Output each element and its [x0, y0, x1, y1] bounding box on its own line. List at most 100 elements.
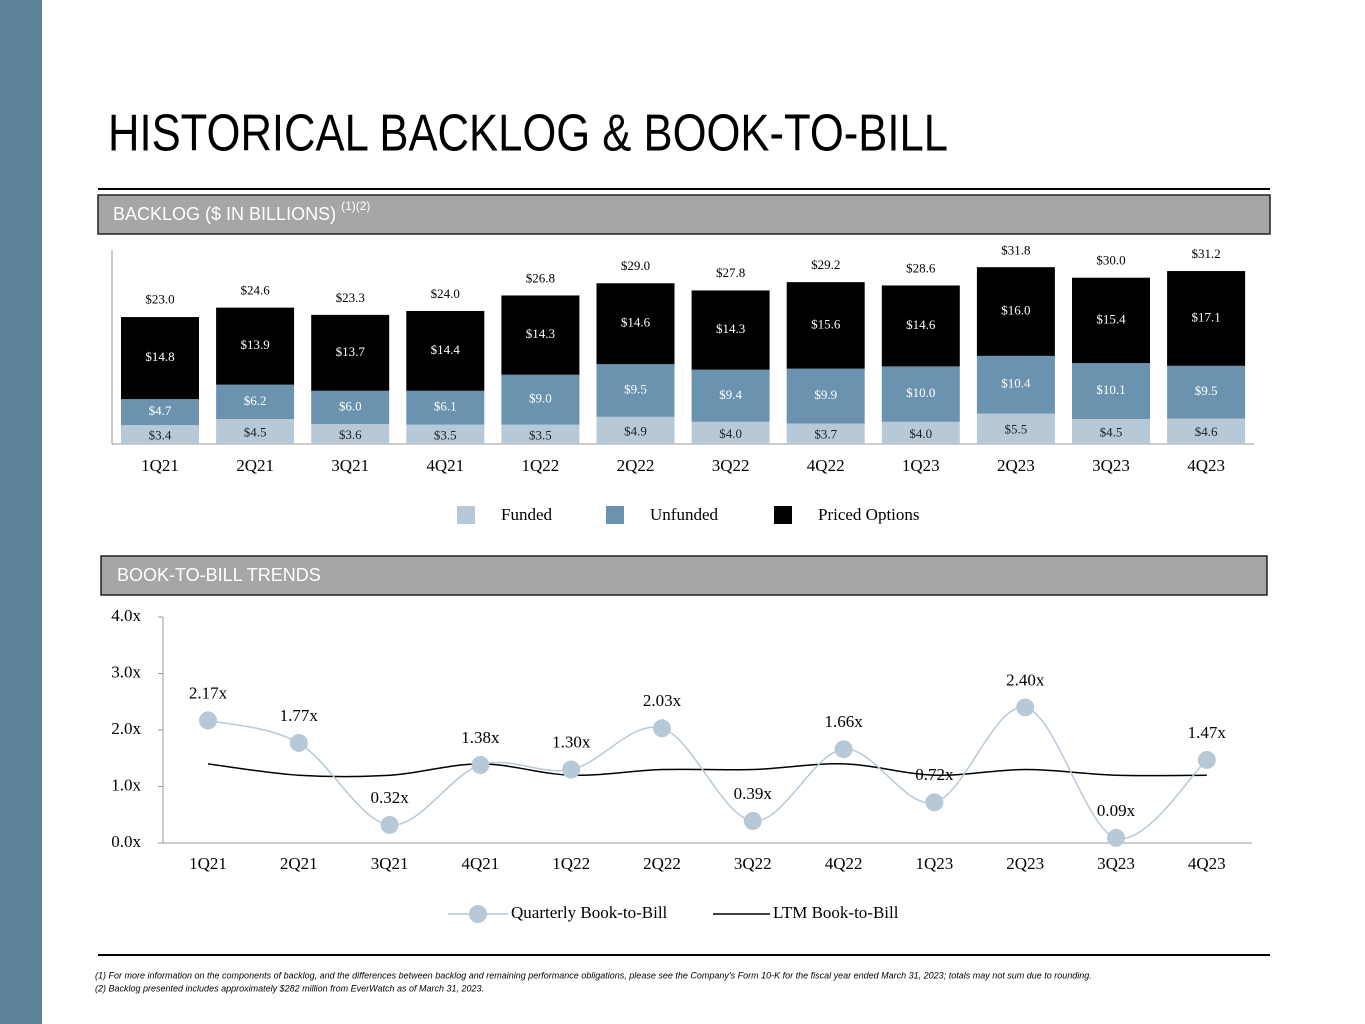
x-tick-label: 1Q23: [916, 854, 954, 873]
total-label: $31.2: [1191, 246, 1220, 261]
data-label: $15.4: [1096, 311, 1126, 326]
footnote: (1) For more information on the componen…: [95, 970, 1092, 980]
data-label: 0.09x: [1097, 801, 1136, 820]
bar-segment: [216, 384, 295, 420]
data-label: $14.6: [621, 315, 651, 330]
section-header: [97, 194, 1271, 235]
bar-segment: [121, 317, 199, 400]
data-label: 2.17x: [189, 683, 228, 702]
total-label: $23.0: [145, 291, 174, 306]
bar-segment: [881, 366, 960, 422]
point: [1016, 698, 1035, 717]
legend-label: LTM Book-to-Bill: [773, 903, 899, 922]
y-tick-label: 1.0x: [111, 775, 141, 794]
y-tick-label: 0.0x: [111, 832, 141, 851]
x-tick-label: 3Q23: [1097, 854, 1135, 873]
data-label: 1.30x: [552, 732, 591, 751]
bar-segment: [786, 368, 865, 424]
data-label: 1.66x: [824, 712, 863, 731]
bar-segment: [1072, 419, 1150, 444]
data-label: $14.8: [145, 349, 174, 364]
bar-segment: [311, 390, 390, 425]
x-tick-label: 4Q23: [1188, 854, 1226, 873]
data-label: $6.0: [339, 398, 362, 413]
bar-segment: [501, 295, 580, 375]
x-tick-label: 3Q23: [1092, 456, 1130, 475]
bar-segment: [216, 419, 295, 444]
data-label: $6.1: [434, 399, 457, 414]
x-tick-label: 2Q23: [997, 456, 1035, 475]
total-label: $29.0: [621, 258, 650, 273]
x-tick-label: 4Q21: [462, 854, 500, 873]
data-label: 0.32x: [370, 788, 409, 807]
bar-segment: [406, 310, 485, 391]
data-label: $3.4: [149, 428, 172, 443]
data-label: $5.5: [1005, 422, 1028, 437]
data-label: 0.39x: [734, 784, 773, 803]
bar-segment: [1072, 363, 1150, 420]
bar-segment: [121, 399, 199, 426]
x-tick-label: 3Q21: [331, 456, 369, 475]
bar-segment: [311, 424, 390, 444]
bar-segment: [976, 267, 1055, 356]
bar-segment: [1167, 365, 1246, 419]
x-tick-label: 3Q21: [371, 854, 409, 873]
legend-swatch: [774, 506, 792, 524]
section-header: [100, 555, 1268, 596]
x-tick-label: 4Q22: [825, 854, 863, 873]
x-tick-label: 4Q23: [1187, 456, 1225, 475]
x-tick-label: 2Q22: [617, 456, 655, 475]
bar-segment: [501, 424, 580, 444]
data-label: 1.77x: [280, 706, 319, 725]
data-label: 1.38x: [461, 728, 500, 747]
bar-segment: [786, 423, 865, 444]
bar-segment: [1167, 418, 1246, 444]
data-label: $4.0: [719, 426, 742, 441]
point: [1107, 828, 1125, 847]
data-label: $9.5: [1195, 383, 1218, 398]
data-label: $4.7: [149, 403, 172, 418]
legend-label: Quarterly Book-to-Bill: [511, 903, 668, 922]
x-tick-label: 3Q22: [734, 854, 772, 873]
section-title: BACKLOG ($ IN BILLIONS): [113, 204, 336, 224]
footnote: (2) Backlog presented includes approxima…: [95, 983, 484, 993]
data-label: $9.9: [814, 387, 837, 402]
legend-swatch: [606, 506, 624, 524]
x-tick-label: 2Q21: [236, 456, 274, 475]
data-label: $3.7: [814, 427, 837, 442]
data-label: $4.5: [244, 425, 267, 440]
bar-segment: [1072, 277, 1150, 364]
data-label: $4.9: [624, 423, 647, 438]
total-label: $30.0: [1096, 253, 1125, 268]
bar-segment: [691, 421, 770, 444]
legend-label: Funded: [501, 505, 553, 524]
data-label: $17.1: [1191, 309, 1220, 324]
legend-swatch: [457, 506, 475, 524]
bar-segment: [596, 283, 675, 365]
x-tick-label: 2Q21: [280, 854, 318, 873]
data-label: $3.5: [529, 427, 552, 442]
total-label: $24.6: [240, 283, 270, 298]
point: [925, 793, 944, 812]
x-tick-label: 4Q22: [807, 456, 845, 475]
point: [743, 811, 762, 830]
x-tick-label: 1Q22: [522, 456, 560, 475]
bar-segment: [406, 424, 485, 444]
x-tick-label: 1Q21: [189, 854, 227, 873]
page-title: HISTORICAL BACKLOG & BOOK-TO-BILL: [108, 105, 948, 163]
point: [289, 733, 308, 752]
point: [380, 815, 399, 834]
data-label: $15.6: [811, 316, 841, 331]
data-label: $4.0: [909, 426, 932, 441]
point: [562, 760, 581, 779]
bar-segment: [596, 416, 675, 444]
bar-segment: [1167, 271, 1246, 366]
total-label: $23.3: [336, 290, 365, 305]
data-label: $14.4: [431, 342, 461, 357]
bar-segment: [691, 290, 770, 370]
bar-segment: [311, 314, 390, 391]
data-label: 1.47x: [1188, 723, 1227, 742]
data-label: $3.6: [339, 427, 362, 442]
total-label: $24.0: [431, 286, 460, 301]
